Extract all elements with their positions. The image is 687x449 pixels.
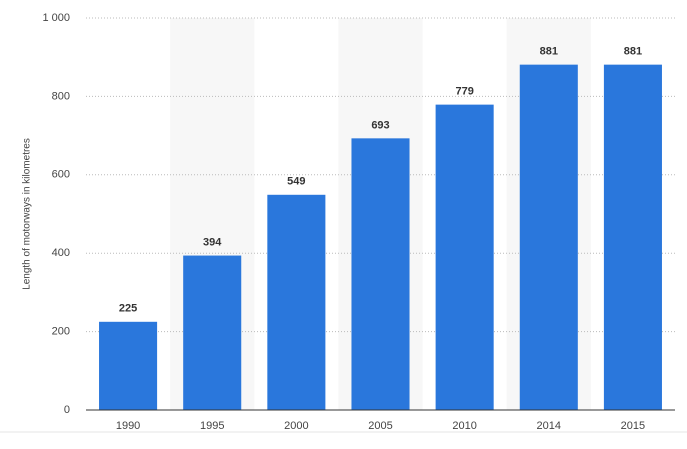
bar [183,255,242,410]
value-label: 394 [203,236,222,248]
x-tick-label: 1995 [200,420,224,432]
value-label: 225 [119,303,137,315]
value-label: 881 [624,46,642,58]
x-tick-label: 2005 [368,420,392,432]
x-tick-label: 1990 [116,420,140,432]
bar [99,321,158,410]
y-tick-label: 200 [52,326,70,338]
value-label: 549 [287,176,305,188]
x-tick-label: 2010 [452,420,476,432]
x-tick-label: 2015 [621,420,645,432]
x-tick-label: 2014 [537,420,561,432]
y-tick-label: 600 [52,169,70,181]
bar [267,194,326,410]
bar [435,104,494,410]
value-label: 881 [540,46,558,58]
y-axis-label: Length of motorways in kilometres [22,138,33,290]
y-tick-label: 800 [52,90,70,102]
x-tick-label: 2000 [284,420,308,432]
y-tick-label: 1 000 [42,12,70,24]
bar [351,138,410,410]
value-label: 693 [371,119,389,131]
y-tick-label: 0 [64,404,70,416]
bar [603,64,662,410]
bar [519,64,578,410]
value-label: 779 [455,86,473,98]
y-tick-label: 400 [52,247,70,259]
